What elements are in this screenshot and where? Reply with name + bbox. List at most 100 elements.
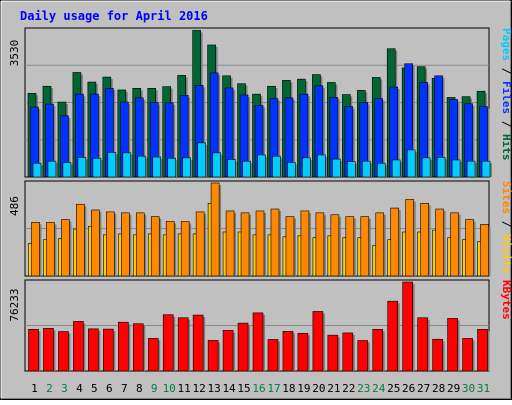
bar-sites [390, 207, 400, 277]
panel-legend: Sites / Visits [500, 181, 512, 274]
bar-sites [91, 209, 100, 277]
bar-kbytes [73, 321, 84, 372]
bar-pages [451, 159, 461, 178]
bar-kbytes [58, 331, 69, 372]
day-label: 11 [178, 382, 191, 395]
day-label: 20 [312, 382, 325, 395]
legend-entry: Hits [500, 134, 512, 161]
bar-kbytes [28, 329, 39, 372]
bar-pages [361, 160, 371, 178]
day-label: 17 [267, 382, 280, 395]
bar-pages [466, 160, 476, 178]
bar-kbytes [432, 338, 443, 372]
bar-sites [165, 221, 175, 277]
bar-kbytes [132, 323, 144, 372]
bar-pages [481, 160, 491, 178]
legend-entry: / [500, 214, 512, 234]
legend-entry: / [500, 61, 512, 81]
bar-pages [167, 157, 177, 178]
day-label: 21 [327, 382, 340, 395]
bar-kbytes [387, 300, 399, 372]
bar-sites [285, 216, 295, 277]
bar-pages [197, 142, 206, 178]
bar-pages [242, 160, 251, 178]
bar-kbytes [88, 328, 99, 372]
bar-kbytes [162, 314, 174, 372]
day-label: 23 [357, 382, 370, 395]
panel-max-label: 3530 [8, 40, 21, 67]
day-label: 7 [121, 382, 128, 395]
bar-sites [435, 208, 444, 277]
bar-kbytes [372, 329, 384, 372]
bar-sites [150, 216, 160, 277]
bar-sites [405, 199, 414, 277]
day-label: 24 [372, 382, 386, 395]
bar-sites [450, 212, 459, 277]
bar-sites [46, 222, 55, 277]
bar-kbytes [402, 281, 413, 372]
bar-sites [300, 210, 310, 277]
legend-entry: Visits [500, 234, 512, 274]
day-label: 5 [91, 382, 98, 395]
day-label: 16 [252, 382, 265, 395]
bar-sites [240, 212, 250, 277]
legend-entry: Sites [500, 181, 512, 214]
panel-legend: KBytes [500, 280, 512, 320]
day-label: 31 [477, 382, 490, 395]
day-label: 1 [31, 382, 38, 395]
bar-kbytes [177, 317, 189, 372]
bar-pages [227, 159, 236, 178]
bar-pages [92, 157, 102, 178]
bar-pages [406, 149, 416, 178]
bar-pages [122, 152, 132, 178]
bar-kbytes [192, 314, 204, 372]
bar-kbytes [267, 339, 279, 372]
day-label: 6 [106, 382, 113, 395]
legend-entry: KBytes [500, 280, 512, 320]
bar-sites [345, 216, 355, 277]
day-label: 14 [222, 382, 236, 395]
bar-kbytes [417, 317, 428, 372]
bar-pages [62, 162, 72, 178]
panel-max-label: 486 [8, 196, 21, 216]
bar-kbytes [43, 328, 54, 372]
day-label: 10 [163, 382, 176, 395]
day-label: 18 [282, 382, 295, 395]
bar-sites [31, 222, 40, 277]
bar-pages [436, 157, 446, 178]
day-label: 3 [61, 382, 68, 395]
bar-sites [61, 219, 70, 277]
bar-sites [76, 203, 85, 277]
bar-sites [330, 214, 340, 277]
day-label: 27 [417, 382, 430, 395]
bar-pages [32, 162, 42, 178]
bar-kbytes [327, 334, 339, 372]
bar-pages [302, 157, 311, 178]
bar-pages [272, 155, 281, 178]
day-label: 28 [432, 382, 445, 395]
bar-sites [360, 216, 370, 277]
bar-pages [182, 157, 191, 178]
bar-pages [77, 157, 87, 178]
bar-sites [270, 208, 280, 277]
bar-sites [420, 202, 429, 277]
day-label: 9 [151, 382, 158, 395]
bar-kbytes [237, 322, 249, 372]
day-label: 8 [136, 382, 143, 395]
panel-legend: Pages / Files / Hits [500, 28, 512, 161]
day-label: 25 [387, 382, 400, 395]
bar-pages [376, 162, 386, 178]
bar-sites [225, 210, 235, 277]
day-label: 2 [46, 382, 53, 395]
day-label: 30 [462, 382, 475, 395]
bar-pages [47, 160, 57, 178]
bar-pages [347, 161, 356, 178]
bar-sites [255, 210, 265, 277]
bar-sites [480, 224, 489, 277]
bar-kbytes [462, 338, 473, 372]
day-label: 15 [237, 382, 250, 395]
bar-kbytes [207, 340, 219, 372]
day-label: 4 [76, 382, 83, 395]
